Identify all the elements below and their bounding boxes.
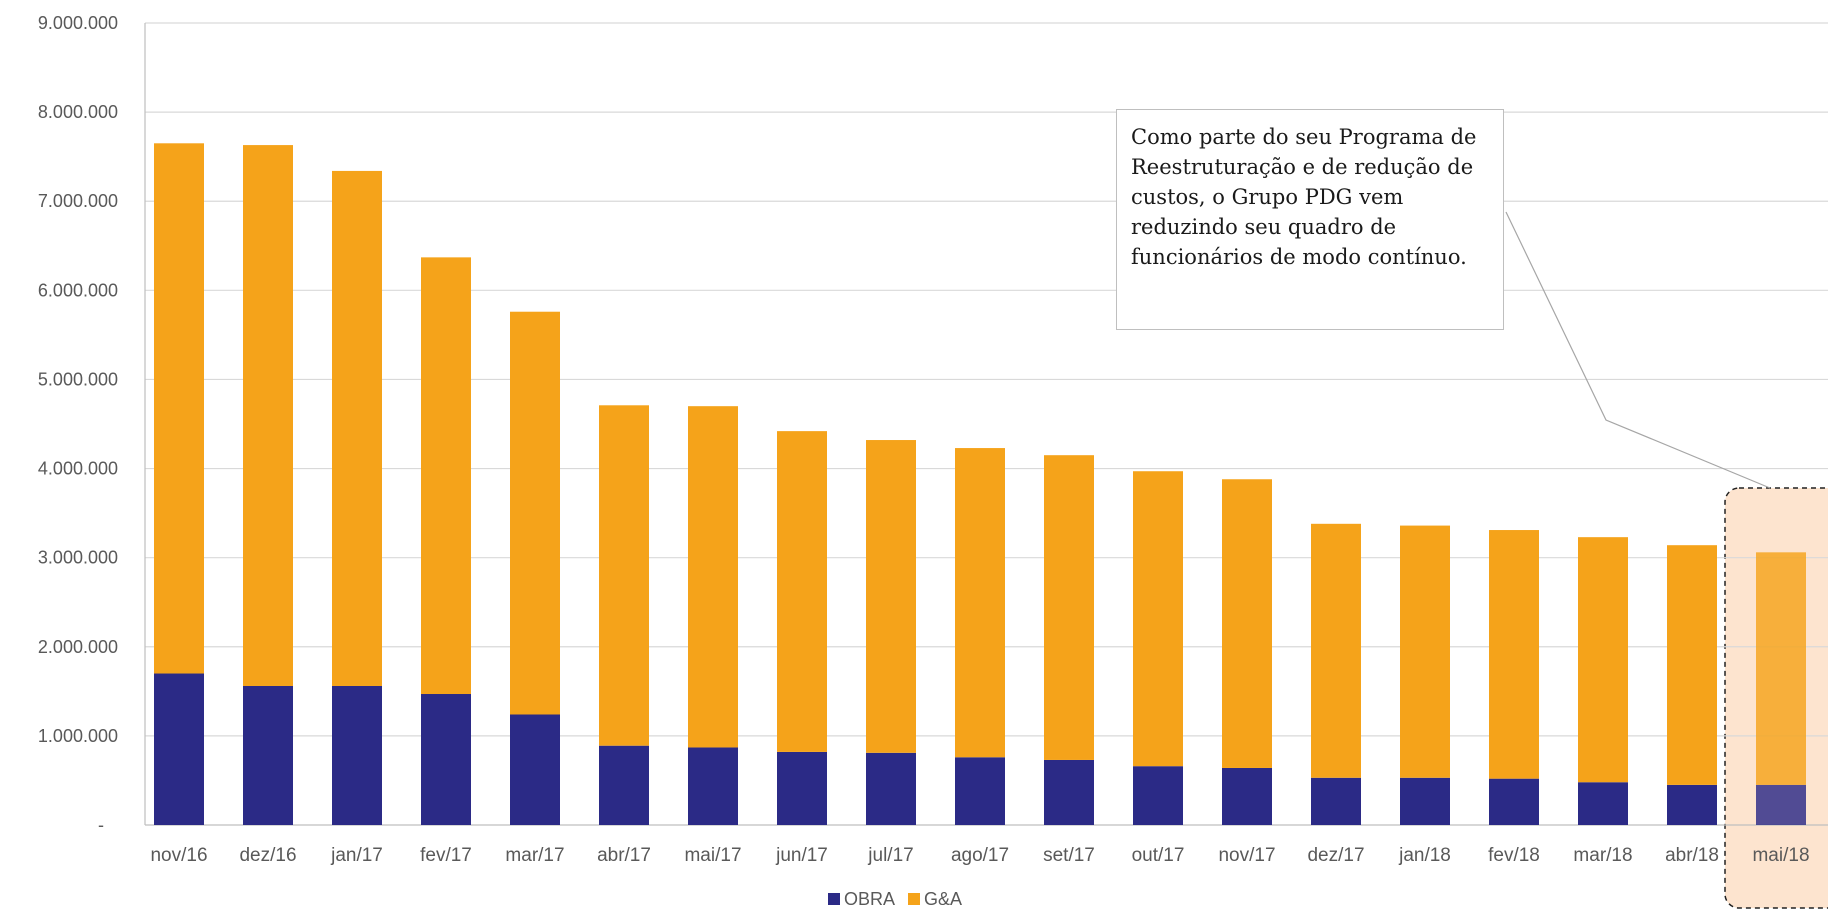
bar-obra (1400, 777, 1450, 825)
y-tick-label: 2.000.000 (38, 637, 118, 657)
y-tick-label: 5.000.000 (38, 369, 118, 389)
x-tick-label: nov/17 (1218, 845, 1275, 866)
bar-obra (866, 752, 916, 825)
y-axis-tick-labels: - 1.000.000 2.000.000 3.000.000 4.000.000 5.0… (38, 13, 118, 835)
bar-ga (510, 311, 560, 715)
leader-line (1505, 211, 1771, 489)
y-tick-label: - (98, 815, 104, 835)
legend-swatch (908, 893, 920, 905)
bar-ga (1667, 545, 1717, 785)
y-tick-label: 3.000.000 (38, 548, 118, 568)
bar-obra (1044, 759, 1094, 825)
x-tick-label: fev/18 (1488, 845, 1540, 866)
bar-ga (1400, 525, 1450, 778)
y-tick-label: 7.000.000 (38, 191, 118, 211)
bar-obra (1667, 784, 1717, 825)
bar-ga (154, 143, 204, 674)
bar-obra (243, 685, 293, 825)
bar-ga (688, 406, 738, 748)
bar-obra (332, 685, 382, 825)
bar-obra (1756, 784, 1806, 825)
x-tick-label: fev/17 (420, 845, 472, 866)
x-tick-label: jan/18 (1398, 845, 1451, 866)
x-tick-label: ago/17 (951, 845, 1009, 866)
bar-obra (1578, 782, 1628, 825)
bar-ga (332, 170, 382, 686)
legend-label: G&A (924, 889, 962, 909)
y-tick-label: 1.000.000 (38, 726, 118, 746)
bar-obra (777, 751, 827, 825)
bar-ga (1133, 471, 1183, 767)
bar-ga (1756, 552, 1806, 785)
y-tick-label: 8.000.000 (38, 102, 118, 122)
bar-obra (955, 757, 1005, 825)
bar-ga (955, 448, 1005, 758)
bar-obra (1222, 767, 1272, 825)
bar-obra (1133, 766, 1183, 825)
x-tick-label: dez/16 (239, 845, 296, 866)
bar-obra (510, 714, 560, 825)
bar-obra (421, 694, 471, 825)
legend-label: OBRA (844, 889, 895, 909)
bar-ga (1311, 523, 1361, 778)
x-tick-label: out/17 (1132, 845, 1185, 866)
bar-ga (243, 145, 293, 686)
bar-obra (1489, 778, 1539, 825)
bar-ga (421, 257, 471, 695)
y-tick-label: 9.000.000 (38, 13, 118, 33)
y-tick-label: 4.000.000 (38, 459, 118, 479)
x-tick-label: nov/16 (150, 845, 207, 866)
bar-ga (777, 431, 827, 752)
x-tick-label: mai/18 (1752, 845, 1809, 866)
x-tick-label: set/17 (1043, 845, 1095, 866)
x-tick-label: dez/17 (1307, 845, 1364, 866)
bar-obra (1311, 777, 1361, 825)
bar-ga (866, 440, 916, 753)
x-tick-label: mar/18 (1573, 845, 1632, 866)
x-tick-label: abr/17 (597, 845, 651, 866)
x-tick-label: mar/17 (505, 845, 564, 866)
bar-ga (1489, 530, 1539, 779)
x-tick-label: jan/17 (330, 845, 383, 866)
bar-obra (599, 745, 649, 825)
annotation-callout: Como parte do seu Programa de Reestrutur… (1116, 109, 1504, 330)
x-axis-tick-labels: nov/16 dez/16 jan/17 fev/17 mar/17 abr/17 mai/… (150, 845, 1809, 866)
x-tick-label: mai/17 (684, 845, 741, 866)
bar-ga (1578, 537, 1628, 783)
legend: OBRA G&A (828, 889, 962, 909)
bar-ga (1044, 455, 1094, 760)
bar-ga (599, 405, 649, 746)
bars (154, 143, 1806, 825)
legend-swatch (828, 893, 840, 905)
x-tick-label: jul/17 (867, 845, 913, 866)
bar-ga (1222, 479, 1272, 768)
x-tick-label: jun/17 (775, 845, 828, 866)
bar-obra (688, 747, 738, 825)
x-tick-label: abr/18 (1665, 845, 1719, 866)
callout-leader (1505, 211, 1771, 489)
y-tick-label: 6.000.000 (38, 280, 118, 300)
bar-obra (154, 673, 204, 825)
